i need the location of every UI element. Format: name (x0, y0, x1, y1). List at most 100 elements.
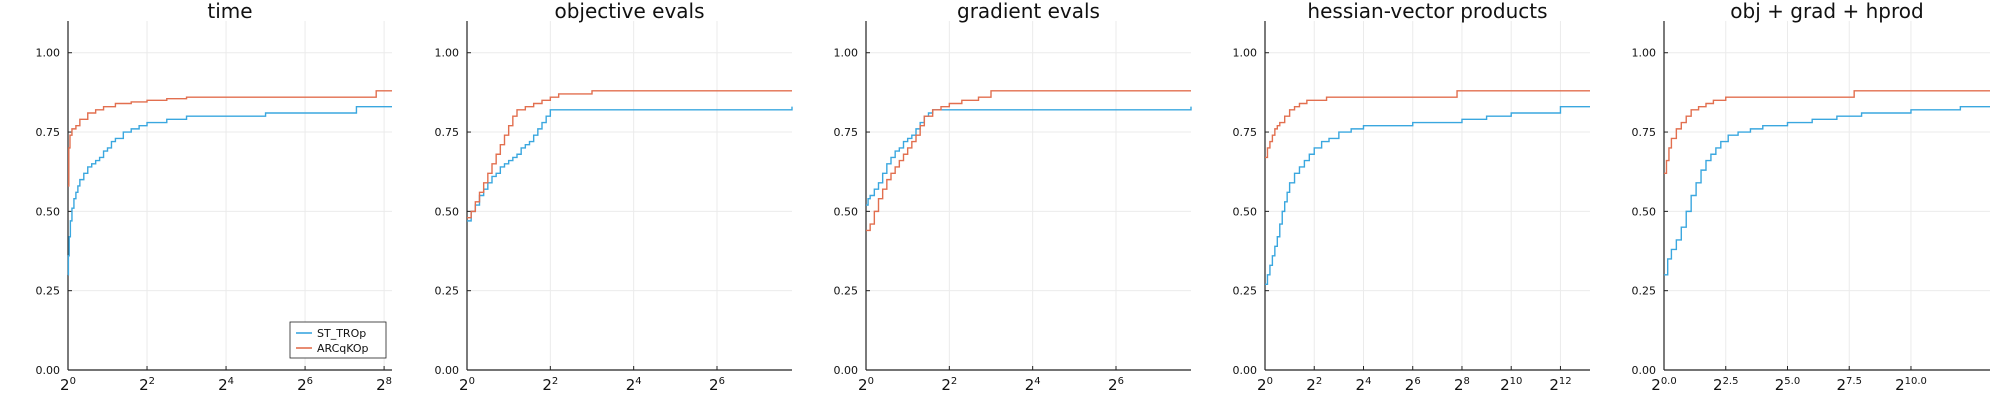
y-tick-label: 0.50 (36, 205, 61, 218)
y-tick-label: 0.00 (36, 364, 61, 377)
chart-title: gradient evals (957, 0, 1100, 23)
x-tick-base: 2 (1775, 376, 1785, 394)
y-tick-label: 0.00 (834, 364, 859, 377)
y-tick-label: 0.75 (1632, 126, 1657, 139)
x-tick-base: 2 (1651, 376, 1661, 394)
x-tick-label: 20.0 (1651, 376, 1676, 394)
y-tick-label: 1.00 (435, 47, 460, 60)
x-tick-exponent: 0 (868, 376, 874, 387)
x-tick-exponent: 0 (1267, 376, 1273, 387)
x-tick-exponent: 0.0 (1661, 376, 1677, 387)
y-tick-label: 0.25 (1632, 285, 1657, 298)
x-tick-exponent: 2.5 (1723, 376, 1739, 387)
y-tick-label: 1.00 (1632, 47, 1657, 60)
y-tick-label: 0.00 (1632, 364, 1657, 377)
x-tick-exponent: 2 (149, 376, 155, 387)
x-tick-base: 2 (376, 376, 386, 394)
x-tick-base: 2 (1356, 376, 1366, 394)
x-tick-base: 2 (626, 376, 636, 394)
series-line-ST_TROp (1664, 105, 1990, 276)
x-tick-label: 20 (459, 376, 475, 394)
chart-title: objective evals (554, 0, 704, 23)
y-tick-label: 0.25 (36, 285, 61, 298)
x-tick-base: 2 (1549, 376, 1559, 394)
x-tick-label: 210 (1500, 376, 1522, 394)
x-tick-base: 2 (941, 376, 951, 394)
x-tick-exponent: 6 (1118, 376, 1124, 387)
y-tick-label: 0.75 (435, 126, 460, 139)
x-tick-base: 2 (1500, 376, 1510, 394)
series-line-ST_TROp (67, 105, 392, 276)
x-tick-exponent: 4 (1365, 376, 1371, 387)
x-tick-exponent: 0 (469, 376, 475, 387)
x-tick-exponent: 8 (386, 376, 392, 387)
series-line-ST_TROp (866, 106, 1192, 206)
x-tick-base: 2 (139, 376, 149, 394)
x-tick-label: 28 (1454, 376, 1470, 394)
series-line-ARCqKOp (1664, 90, 1990, 174)
x-tick-base: 2 (297, 376, 307, 394)
x-tick-label: 26 (709, 376, 725, 394)
x-tick-exponent: 8 (1464, 376, 1470, 387)
x-tick-label: 27.5 (1837, 376, 1862, 394)
y-tick-label: 0.75 (36, 126, 61, 139)
legend-label: ARCqKOp (317, 342, 369, 355)
x-tick-exponent: 6 (307, 376, 313, 387)
x-tick-label: 22 (941, 376, 957, 394)
chart-title: time (207, 0, 252, 23)
x-tick-base: 2 (1895, 376, 1905, 394)
y-tick-label: 0.75 (1233, 126, 1258, 139)
x-tick-label: 22 (1306, 376, 1322, 394)
x-tick-exponent: 0 (70, 376, 76, 387)
x-tick-exponent: 6 (719, 376, 725, 387)
x-tick-label: 20 (1257, 376, 1273, 394)
series-line-ARCqKOp (467, 90, 792, 219)
x-tick-label: 25.0 (1775, 376, 1800, 394)
x-tick-label: 20 (60, 376, 76, 394)
y-tick-label: 1.00 (1233, 47, 1258, 60)
y-tick-label: 0.25 (834, 285, 859, 298)
x-tick-exponent: 2 (552, 376, 558, 387)
series-line-ARCqKOp (68, 90, 392, 187)
x-tick-base: 2 (858, 376, 868, 394)
x-tick-exponent: 4 (1034, 376, 1040, 387)
x-tick-label: 26 (1108, 376, 1124, 394)
x-tick-exponent: 6 (1414, 376, 1420, 387)
legend-label: ST_TROp (317, 327, 366, 340)
chart-title: obj + grad + hprod (1730, 0, 1923, 23)
x-tick-base: 2 (1405, 376, 1415, 394)
y-tick-label: 1.00 (834, 47, 859, 60)
x-tick-exponent: 4 (228, 376, 234, 387)
series-line-ST_TROp (467, 106, 793, 222)
x-tick-base: 2 (542, 376, 552, 394)
x-tick-exponent: 5.0 (1784, 376, 1800, 387)
x-tick-base: 2 (1257, 376, 1267, 394)
x-tick-base: 2 (1454, 376, 1464, 394)
x-tick-label: 22.5 (1713, 376, 1738, 394)
y-tick-label: 0.50 (1233, 205, 1258, 218)
y-tick-label: 0.25 (435, 285, 460, 298)
series-line-ARCqKOp (1265, 90, 1590, 159)
x-tick-base: 2 (1025, 376, 1035, 394)
x-tick-base: 2 (709, 376, 719, 394)
x-tick-label: 26 (1405, 376, 1421, 394)
legend-box (289, 321, 387, 359)
x-tick-exponent: 12 (1559, 376, 1572, 387)
x-tick-label: 26 (297, 376, 313, 394)
x-tick-exponent: 10 (1510, 376, 1523, 387)
series-line-ST_TROp (1265, 105, 1590, 286)
x-tick-label: 24 (626, 376, 642, 394)
y-tick-label: 0.50 (1632, 205, 1657, 218)
y-tick-label: 1.00 (36, 47, 61, 60)
chart-title: hessian-vector products (1307, 0, 1547, 23)
y-tick-label: 0.00 (1233, 364, 1258, 377)
x-tick-base: 2 (459, 376, 469, 394)
y-tick-label: 0.00 (435, 364, 460, 377)
x-tick-base: 2 (1713, 376, 1723, 394)
x-tick-label: 28 (376, 376, 392, 394)
